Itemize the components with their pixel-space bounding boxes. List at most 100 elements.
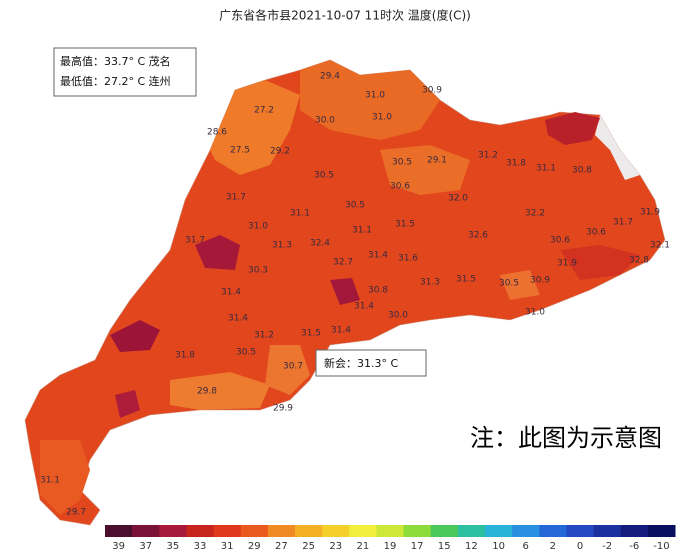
map-label: 31.4 — [228, 314, 248, 324]
map-label: 31.0 — [372, 113, 392, 123]
legend-tick-label: 17 — [411, 541, 424, 552]
map-label: 31.4 — [221, 288, 241, 298]
legend-swatch — [105, 525, 133, 537]
legend-swatch — [593, 525, 622, 537]
legend-tick-label: 39 — [112, 541, 125, 552]
hot-region — [545, 112, 600, 145]
legend-tick-label: 15 — [438, 541, 451, 552]
region — [40, 440, 90, 515]
map-label: 31.6 — [398, 254, 418, 264]
map-label: 30.8 — [572, 166, 592, 176]
cool-region — [265, 345, 310, 395]
legend-swatch — [213, 525, 242, 537]
map-label: 31.2 — [254, 331, 274, 341]
legend-swatch — [240, 525, 269, 537]
map-label: 31.3 — [272, 241, 292, 251]
hot-region — [330, 278, 360, 305]
legend-tick-label: 0 — [577, 541, 583, 552]
legend-tick-label: 21 — [356, 541, 369, 552]
legend-swatch — [647, 525, 676, 537]
map-label: 30.5 — [314, 171, 334, 181]
map-label: 31.1 — [40, 476, 60, 486]
map-labels: 29.4 31.0 30.9 27.2 30.0 31.0 28.627.5 29.2 31.2… — [40, 72, 670, 518]
map-label: 29.1 — [427, 156, 447, 166]
legend-swatch — [539, 525, 567, 537]
legend-swatch — [403, 525, 432, 537]
map-label: 31.8 — [175, 351, 195, 361]
map-label: 29.4 — [320, 72, 340, 82]
map-label: 31.5 — [301, 329, 321, 339]
map-label: 31.8 — [506, 159, 526, 169]
legend-swatch — [159, 525, 187, 537]
legend-tick-label: 2 — [550, 541, 556, 552]
cool-region — [170, 372, 270, 410]
map-label: 30.9 — [422, 86, 442, 96]
legend-tick-label: -2 — [602, 541, 612, 552]
legend-swatch — [430, 525, 459, 537]
legend-tick-label: -6 — [629, 541, 639, 552]
legend-swatch — [295, 525, 323, 537]
legend-tick-label: 12 — [465, 541, 478, 552]
map-label: 30.5 — [499, 279, 519, 289]
map-label: 29.2 — [270, 147, 290, 157]
max-value: 最高值：33.7° C 茂名 — [60, 54, 171, 68]
legend-swatch — [457, 525, 486, 537]
map-label: 30.5 — [392, 158, 412, 168]
map-label: 31.4 — [354, 302, 374, 312]
legend-swatch — [267, 525, 296, 537]
map-label: 30.6 — [550, 236, 570, 246]
map-label: 32.8 — [629, 256, 649, 266]
legend-tick-label: 25 — [302, 541, 315, 552]
map-label: 30.5 — [236, 348, 256, 358]
map-label: 32.0 — [448, 194, 468, 204]
no-data-region — [595, 115, 640, 180]
note: 注：此图为示意图 — [470, 424, 662, 452]
map-label: 31.0 — [248, 222, 268, 232]
region — [380, 145, 470, 195]
map-label: 30.7 — [283, 362, 303, 372]
map-label: 32.6 — [468, 231, 488, 241]
map-label: 32.2 — [525, 209, 545, 219]
map-label: 30.5 — [345, 201, 365, 211]
map-label: 31.5 — [456, 275, 476, 285]
legend-tick-label: 6 — [523, 541, 529, 552]
map-label: 29.7 — [66, 508, 86, 518]
map-label: 32.1 — [650, 241, 670, 251]
map-label: 31.2 — [478, 151, 498, 161]
legend-swatch — [566, 525, 595, 537]
map-label: 29.9 — [273, 404, 293, 414]
legend-tick-label: 31 — [221, 541, 234, 552]
legend-tick-label: -10 — [653, 541, 669, 552]
map-label: 30.3 — [248, 266, 268, 276]
legend-tick-label: 35 — [166, 541, 179, 552]
legend-swatch — [322, 525, 350, 537]
map-label: 31.7 — [226, 193, 246, 203]
map-label: 31.1 — [536, 164, 556, 174]
map-label: 31.1 — [352, 226, 372, 236]
map-label: 29.8 — [197, 387, 217, 397]
map-label: 31.9 — [557, 259, 577, 269]
map-label: 31.4 — [331, 326, 351, 336]
legend: 39 37 35 33 31 29 27 25 23 21 19 17 15 12 10 6 2 0 -2 -6 -10 — [105, 525, 676, 552]
map-label: 31.5 — [395, 220, 415, 230]
region — [500, 270, 540, 300]
legend-swatch — [485, 525, 513, 537]
legend-tick-label: 23 — [329, 541, 342, 552]
min-value: 最低值：27.2° C 连州 — [60, 75, 171, 88]
map-label: 31.1 — [290, 209, 310, 219]
map-label: 31.3 — [420, 278, 440, 288]
map-title: 广东省各市县2021-10-07 11时次 温度(度(C)) — [219, 8, 471, 23]
legend-swatch — [132, 525, 160, 537]
legend-swatch — [349, 525, 377, 537]
hot-region — [195, 235, 240, 270]
cool-region — [210, 80, 300, 175]
legend-tick-label: 10 — [492, 541, 505, 552]
legend-tick-label: 37 — [139, 541, 152, 552]
legend-tick-label: 33 — [194, 541, 207, 552]
info-box: 最高值：33.7° C 茂名 最低值：27.2° C 连州 — [53, 47, 197, 97]
region — [560, 245, 640, 280]
legend-tick-label: 29 — [248, 541, 261, 552]
legend-swatch — [376, 525, 405, 537]
legend-tick-label: 27 — [275, 541, 288, 552]
